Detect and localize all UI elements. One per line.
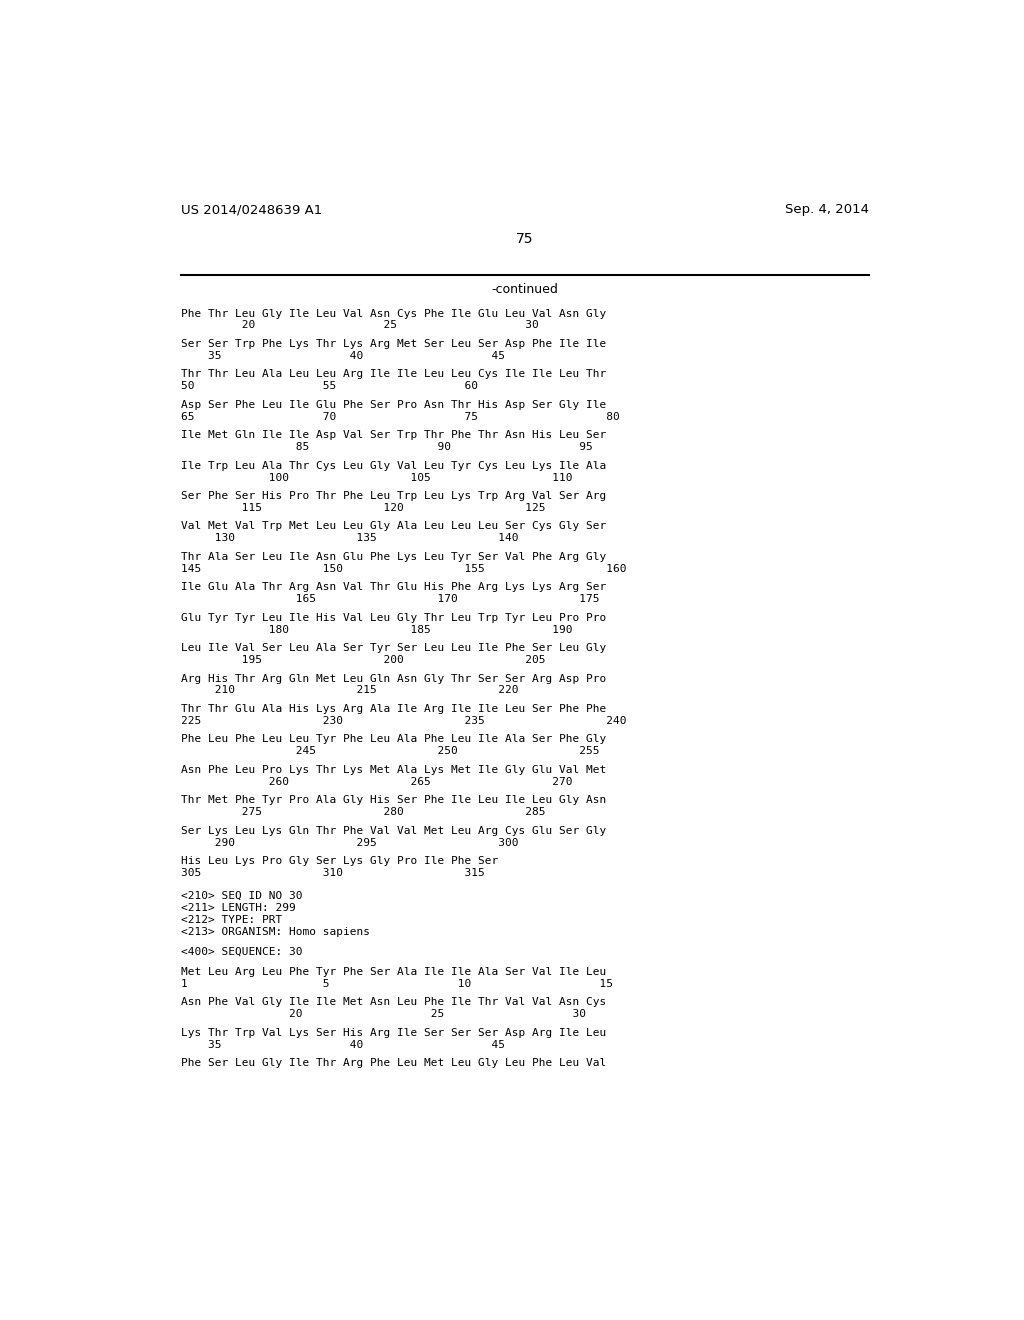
Text: -continued: -continued <box>492 284 558 296</box>
Text: Asn Phe Leu Pro Lys Thr Lys Met Ala Lys Met Ile Gly Glu Val Met: Asn Phe Leu Pro Lys Thr Lys Met Ala Lys … <box>180 764 606 775</box>
Text: 50                   55                   60: 50 55 60 <box>180 381 478 391</box>
Text: Thr Ala Ser Leu Ile Asn Glu Phe Lys Leu Tyr Ser Val Phe Arg Gly: Thr Ala Ser Leu Ile Asn Glu Phe Lys Leu … <box>180 552 606 562</box>
Text: 305                  310                  315: 305 310 315 <box>180 869 484 878</box>
Text: 85                   90                   95: 85 90 95 <box>180 442 593 453</box>
Text: Phe Ser Leu Gly Ile Thr Arg Phe Leu Met Leu Gly Leu Phe Leu Val: Phe Ser Leu Gly Ile Thr Arg Phe Leu Met … <box>180 1059 606 1068</box>
Text: Asn Phe Val Gly Ile Ile Met Asn Leu Phe Ile Thr Val Val Asn Cys: Asn Phe Val Gly Ile Ile Met Asn Leu Phe … <box>180 997 606 1007</box>
Text: <210> SEQ ID NO 30: <210> SEQ ID NO 30 <box>180 891 302 902</box>
Text: Ile Glu Ala Thr Arg Asn Val Thr Glu His Phe Arg Lys Lys Arg Ser: Ile Glu Ala Thr Arg Asn Val Thr Glu His … <box>180 582 606 593</box>
Text: 100                  105                  110: 100 105 110 <box>180 473 572 483</box>
Text: Lys Thr Trp Val Lys Ser His Arg Ile Ser Ser Ser Asp Arg Ile Leu: Lys Thr Trp Val Lys Ser His Arg Ile Ser … <box>180 1027 606 1038</box>
Text: Phe Leu Phe Leu Leu Tyr Phe Leu Ala Phe Leu Ile Ala Ser Phe Gly: Phe Leu Phe Leu Leu Tyr Phe Leu Ala Phe … <box>180 734 606 744</box>
Text: US 2014/0248639 A1: US 2014/0248639 A1 <box>180 203 322 216</box>
Text: 195                  200                  205: 195 200 205 <box>180 655 545 665</box>
Text: Ser Lys Leu Lys Gln Thr Phe Val Val Met Leu Arg Cys Glu Ser Gly: Ser Lys Leu Lys Gln Thr Phe Val Val Met … <box>180 825 606 836</box>
Text: 275                  280                  285: 275 280 285 <box>180 807 545 817</box>
Text: Thr Thr Leu Ala Leu Leu Arg Ile Ile Leu Leu Cys Ile Ile Leu Thr: Thr Thr Leu Ala Leu Leu Arg Ile Ile Leu … <box>180 370 606 379</box>
Text: 260                  265                  270: 260 265 270 <box>180 776 572 787</box>
Text: 290                  295                  300: 290 295 300 <box>180 838 518 847</box>
Text: <212> TYPE: PRT: <212> TYPE: PRT <box>180 915 282 925</box>
Text: Asp Ser Phe Leu Ile Glu Phe Ser Pro Asn Thr His Asp Ser Gly Ile: Asp Ser Phe Leu Ile Glu Phe Ser Pro Asn … <box>180 400 606 409</box>
Text: Val Met Val Trp Met Leu Leu Gly Ala Leu Leu Leu Ser Cys Gly Ser: Val Met Val Trp Met Leu Leu Gly Ala Leu … <box>180 521 606 532</box>
Text: 20                   25                   30: 20 25 30 <box>180 1008 586 1019</box>
Text: Ser Ser Trp Phe Lys Thr Lys Arg Met Ser Leu Ser Asp Phe Ile Ile: Ser Ser Trp Phe Lys Thr Lys Arg Met Ser … <box>180 339 606 348</box>
Text: <213> ORGANISM: Homo sapiens: <213> ORGANISM: Homo sapiens <box>180 927 370 937</box>
Text: 20                   25                   30: 20 25 30 <box>180 321 539 330</box>
Text: Thr Met Phe Tyr Pro Ala Gly His Ser Phe Ile Leu Ile Leu Gly Asn: Thr Met Phe Tyr Pro Ala Gly His Ser Phe … <box>180 795 606 805</box>
Text: Met Leu Arg Leu Phe Tyr Phe Ser Ala Ile Ile Ala Ser Val Ile Leu: Met Leu Arg Leu Phe Tyr Phe Ser Ala Ile … <box>180 966 606 977</box>
Text: Ile Met Gln Ile Ile Asp Val Ser Trp Thr Phe Thr Asn His Leu Ser: Ile Met Gln Ile Ile Asp Val Ser Trp Thr … <box>180 430 606 440</box>
Text: 35                   40                   45: 35 40 45 <box>180 1040 505 1049</box>
Text: Arg His Thr Arg Gln Met Leu Gln Asn Gly Thr Ser Ser Arg Asp Pro: Arg His Thr Arg Gln Met Leu Gln Asn Gly … <box>180 673 606 684</box>
Text: Ile Trp Leu Ala Thr Cys Leu Gly Val Leu Tyr Cys Leu Lys Ile Ala: Ile Trp Leu Ala Thr Cys Leu Gly Val Leu … <box>180 461 606 471</box>
Text: Ser Phe Ser His Pro Thr Phe Leu Trp Leu Lys Trp Arg Val Ser Arg: Ser Phe Ser His Pro Thr Phe Leu Trp Leu … <box>180 491 606 502</box>
Text: Sep. 4, 2014: Sep. 4, 2014 <box>785 203 869 216</box>
Text: Thr Thr Glu Ala His Lys Arg Ala Ile Arg Ile Ile Leu Ser Phe Phe: Thr Thr Glu Ala His Lys Arg Ala Ile Arg … <box>180 704 606 714</box>
Text: Phe Thr Leu Gly Ile Leu Val Asn Cys Phe Ile Glu Leu Val Asn Gly: Phe Thr Leu Gly Ile Leu Val Asn Cys Phe … <box>180 309 606 318</box>
Text: 225                  230                  235                  240: 225 230 235 240 <box>180 715 627 726</box>
Text: 245                  250                  255: 245 250 255 <box>180 746 599 756</box>
Text: 165                  170                  175: 165 170 175 <box>180 594 599 605</box>
Text: 75: 75 <box>516 231 534 246</box>
Text: 115                  120                  125: 115 120 125 <box>180 503 545 513</box>
Text: Glu Tyr Tyr Leu Ile His Val Leu Gly Thr Leu Trp Tyr Leu Pro Pro: Glu Tyr Tyr Leu Ile His Val Leu Gly Thr … <box>180 612 606 623</box>
Text: 180                  185                  190: 180 185 190 <box>180 624 572 635</box>
Text: His Leu Lys Pro Gly Ser Lys Gly Pro Ile Phe Ser: His Leu Lys Pro Gly Ser Lys Gly Pro Ile … <box>180 857 498 866</box>
Text: 35                   40                   45: 35 40 45 <box>180 351 505 360</box>
Text: <400> SEQUENCE: 30: <400> SEQUENCE: 30 <box>180 948 302 957</box>
Text: 65                   70                   75                   80: 65 70 75 80 <box>180 412 620 421</box>
Text: 130                  135                  140: 130 135 140 <box>180 533 518 544</box>
Text: <211> LENGTH: 299: <211> LENGTH: 299 <box>180 903 296 913</box>
Text: 145                  150                  155                  160: 145 150 155 160 <box>180 564 627 574</box>
Text: 1                    5                   10                   15: 1 5 10 15 <box>180 978 612 989</box>
Text: 210                  215                  220: 210 215 220 <box>180 685 518 696</box>
Text: Leu Ile Val Ser Leu Ala Ser Tyr Ser Leu Leu Ile Phe Ser Leu Gly: Leu Ile Val Ser Leu Ala Ser Tyr Ser Leu … <box>180 643 606 653</box>
